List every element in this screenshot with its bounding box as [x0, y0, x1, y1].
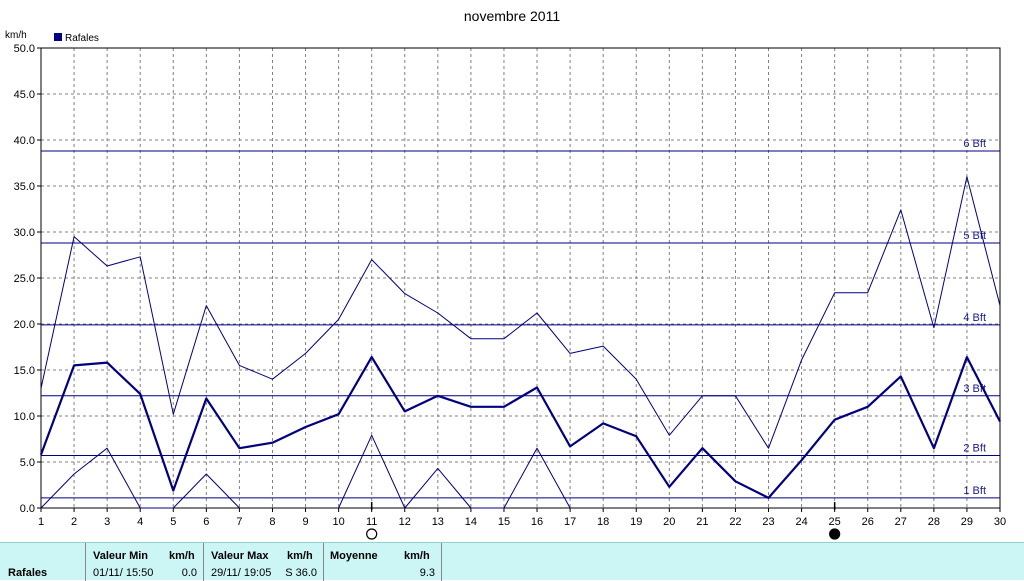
x-tick-label: 2 [71, 516, 77, 528]
series-mean-line [39, 356, 1001, 499]
beaufort-label: 5 Bft [963, 230, 986, 242]
y-tick-label: 15.0 [14, 365, 35, 377]
x-tick-label: 20 [663, 516, 675, 528]
new-moon-icon [829, 528, 841, 540]
x-tick-label: 3 [104, 516, 110, 528]
y-tick-label: 30.0 [14, 227, 35, 239]
x-tick-label: 26 [862, 516, 874, 528]
series-min-line [338, 434, 571, 509]
x-tick-label: 7 [236, 516, 242, 528]
x-tick-label: 12 [399, 516, 411, 528]
full-moon-icon [366, 528, 378, 540]
x-tick-label: 4 [137, 516, 143, 528]
x-tick-label: 23 [762, 516, 774, 528]
series-lines [39, 176, 1001, 509]
series-max-line [40, 176, 1001, 449]
gust-chart: novembre 2011 km/h Rafales 0.0 5.0 10.0 15.… [5, 8, 1007, 540]
axes: 0.0 5.0 10.0 15.0 20.0 25.0 30.0 35.0 40.0 45.0 50… [14, 43, 1007, 528]
beaufort-label: 4 Bft [963, 312, 986, 324]
x-tick-label: 10 [332, 516, 344, 528]
legend-swatch [54, 33, 62, 41]
moon-phases [366, 502, 841, 540]
x-tick-label: 17 [564, 516, 576, 528]
stats-min-cell: Valeur Min km/h 01/11/ 15:50 0.0 [86, 543, 204, 581]
y-tick-label: 0.0 [20, 503, 35, 515]
x-tick-label: 15 [498, 516, 510, 528]
max-value: S 36.0 [285, 567, 317, 579]
min-unit: km/h [169, 550, 195, 562]
y-tick-label: 40.0 [14, 135, 35, 147]
y-tick-label: 35.0 [14, 181, 35, 193]
y-tick-label: 25.0 [14, 273, 35, 285]
x-tick-label: 11 [366, 516, 377, 528]
x-tick-label: 27 [895, 516, 907, 528]
mean-value: 9.3 [419, 567, 435, 579]
x-tick-label: 16 [531, 516, 543, 528]
x-tick-label: 6 [203, 516, 209, 528]
stats-bar: Rafales Valeur Min km/h 01/11/ 15:50 0.0… [0, 542, 1024, 581]
x-tick-label: 14 [465, 516, 477, 528]
min-value: 0.0 [181, 567, 197, 579]
x-tick-label: 30 [994, 516, 1006, 528]
x-tick-label: 25 [829, 516, 841, 528]
max-unit: km/h [287, 550, 313, 562]
y-tick-label: 50.0 [14, 43, 35, 55]
x-tick-label: 19 [630, 516, 642, 528]
mean-unit: km/h [404, 550, 430, 562]
series-min-line [40, 447, 240, 509]
x-tick-label: 24 [795, 516, 807, 528]
x-tick-label: 13 [432, 516, 444, 528]
x-tick-label: 29 [961, 516, 973, 528]
beaufort-label: 6 Bft [963, 138, 986, 150]
x-tick-label: 8 [269, 516, 275, 528]
x-tick-label: 21 [696, 516, 708, 528]
stats-mean-cell: Moyenne km/h 9.3 [324, 543, 442, 581]
x-tick-label: 5 [170, 516, 176, 528]
stats-label-cell: Rafales [0, 543, 86, 581]
x-tick-label: 18 [597, 516, 609, 528]
min-date: 01/11/ 15:50 [93, 567, 154, 579]
chart-title: novembre 2011 [464, 8, 560, 24]
y-axis-unit: km/h [5, 30, 27, 41]
x-tick-label: 9 [302, 516, 308, 528]
x-tick-label: 22 [729, 516, 741, 528]
y-tick-label: 10.0 [14, 411, 35, 423]
beaufort-label: 1 Bft [963, 485, 986, 497]
beaufort-label: 3 Bft [963, 383, 986, 395]
max-date: 29/11/ 19:05 [211, 567, 272, 579]
beaufort-lines: 1 Bft 2 Bft 3 Bft 4 Bft 5 Bft 6 Bft [41, 138, 1000, 499]
mean-header: Moyenne [330, 550, 378, 562]
beaufort-label: 2 Bft [963, 443, 986, 455]
max-header: Valeur Max [211, 550, 269, 562]
x-tick-label: 28 [928, 516, 940, 528]
legend-label: Rafales [65, 33, 99, 44]
y-tick-label: 45.0 [14, 89, 35, 101]
x-tick-label: 1 [38, 516, 44, 528]
min-header: Valeur Min [93, 550, 149, 562]
stats-row-label: Rafales [8, 567, 48, 579]
y-tick-label: 20.0 [14, 319, 35, 331]
plot-frame [40, 47, 1001, 509]
y-tick-label: 5.0 [20, 457, 35, 469]
grid [41, 48, 1000, 508]
stats-max-cell: Valeur Max km/h 29/11/ 19:05 S 36.0 [204, 543, 324, 581]
